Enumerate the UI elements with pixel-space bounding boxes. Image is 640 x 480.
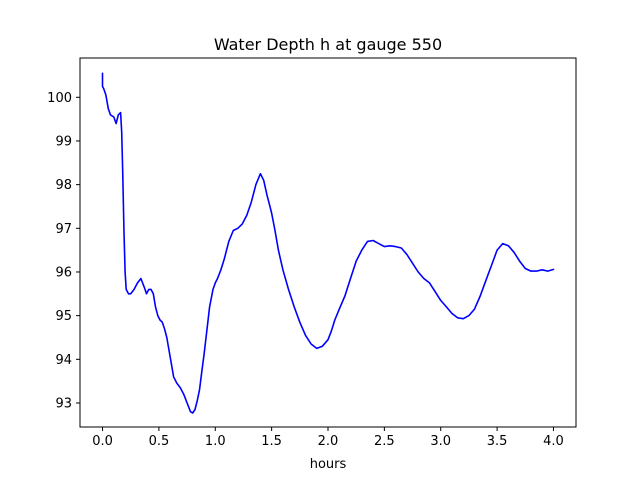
y-tick-label: 98 [55,178,72,193]
x-tick-label: 1.0 [205,434,226,449]
plot-area [101,72,555,414]
x-axis: 0.0 0.5 1.0 1.5 2.0 2.5 3.0 3.5 4.0 [92,427,564,449]
y-tick-label: 99 [55,134,72,149]
y-tick-label: 96 [55,265,72,280]
chart-title: Water Depth h at gauge 550 [214,35,442,54]
y-tick-label: 97 [55,222,72,237]
x-tick-label: 2.5 [374,434,395,449]
x-tick-label: 2.0 [318,434,339,449]
x-tick-label: 3.0 [430,434,451,449]
y-axis: 93 94 95 96 97 98 99 100 [47,91,80,411]
x-tick-label: 0.0 [92,434,113,449]
y-tick-label: 93 [55,396,72,411]
x-tick-label: 3.5 [487,434,508,449]
x-axis-label: hours [310,457,347,472]
y-tick-label: 94 [55,353,72,368]
axes-frame [79,57,577,428]
x-tick-label: 4.0 [543,434,564,449]
y-tick-label: 100 [47,91,72,106]
x-tick-label: 0.5 [149,434,170,449]
x-tick-label: 1.5 [261,434,282,449]
series-line [101,72,555,414]
y-tick-label: 95 [55,309,72,324]
